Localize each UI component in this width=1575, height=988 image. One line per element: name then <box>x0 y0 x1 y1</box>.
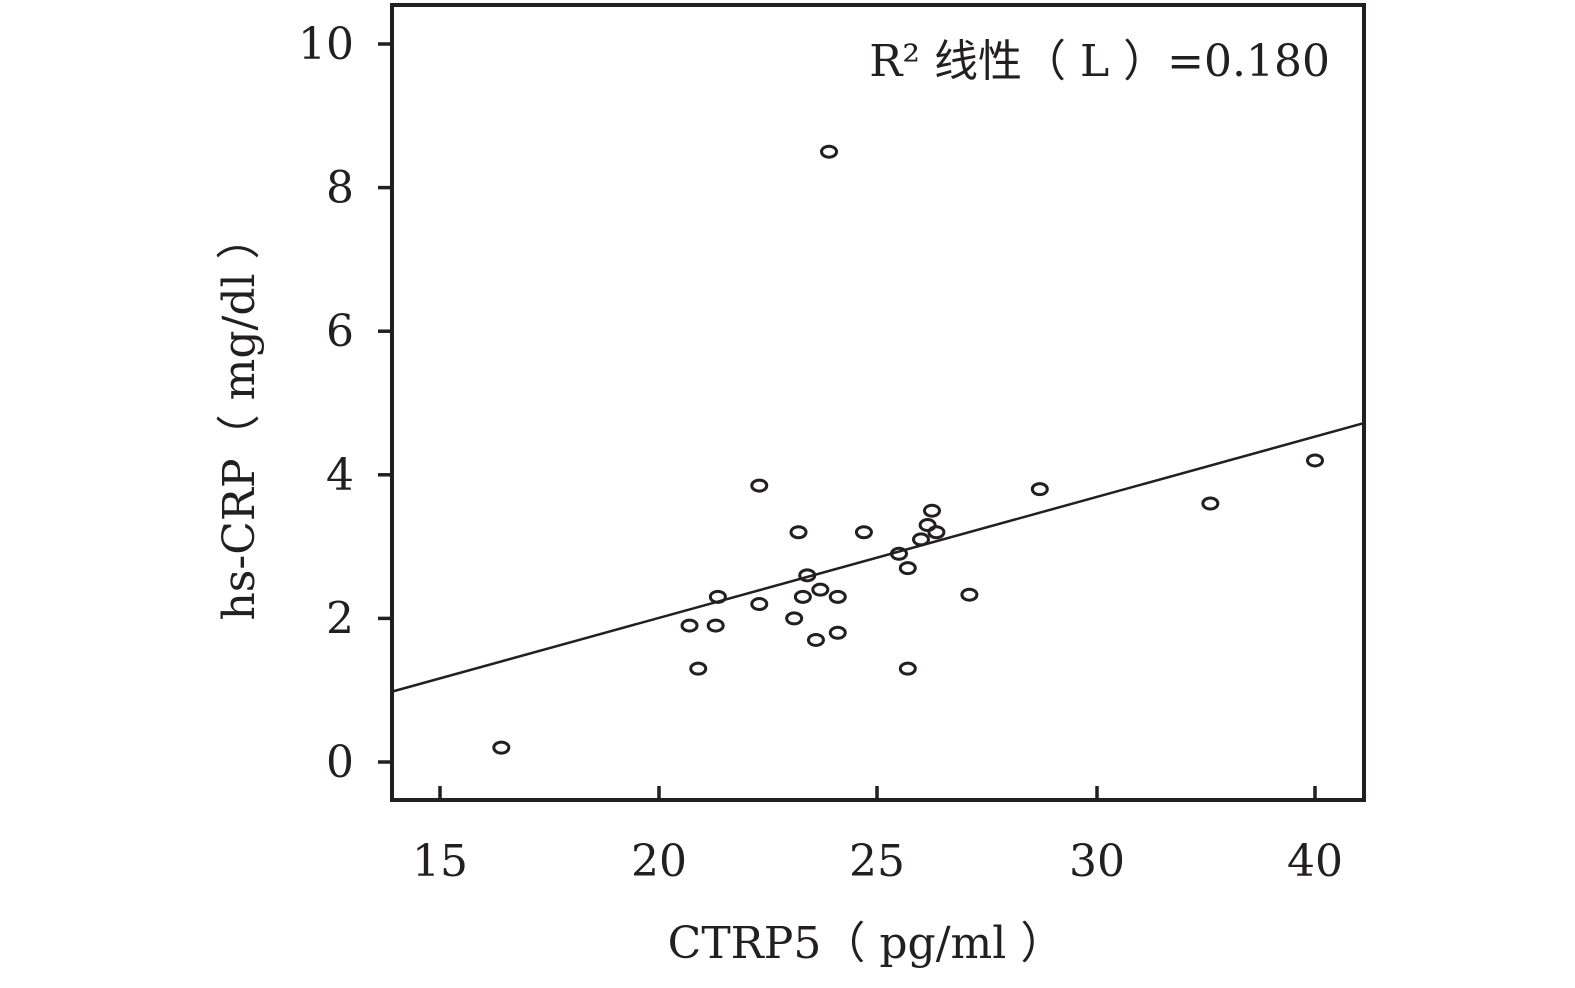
data-point <box>1201 496 1220 511</box>
y-tick-label: 10 <box>298 19 354 70</box>
x-tick-label: 40 <box>1287 836 1343 887</box>
data-point <box>912 532 930 547</box>
data-point <box>798 568 817 583</box>
data-point <box>706 618 725 633</box>
data-point <box>960 587 979 602</box>
y-axis: 0 2 4 6 8 10 <box>298 19 392 788</box>
data-point <box>898 561 917 576</box>
data-points <box>492 144 1324 755</box>
data-point <box>918 518 937 533</box>
data-point <box>492 740 511 755</box>
y-tick-label: 2 <box>326 593 354 644</box>
fit-line <box>391 421 1365 693</box>
data-point <box>811 582 830 597</box>
x-tick-label: 20 <box>631 836 687 887</box>
data-point <box>708 589 727 604</box>
data-point <box>680 618 699 633</box>
data-point <box>898 661 917 676</box>
y-tick-label: 4 <box>326 450 354 501</box>
y-axis-title: hs-CRP（ mg/dl ） <box>214 215 265 620</box>
data-point <box>1306 453 1324 468</box>
data-point <box>750 597 769 612</box>
x-tick-label: 25 <box>849 836 905 887</box>
data-point <box>793 589 812 604</box>
data-point <box>923 503 941 518</box>
x-axis-title: CTRP5（ pg/ml ） <box>668 918 1065 969</box>
data-point <box>785 611 804 626</box>
data-point <box>927 525 946 540</box>
y-tick-label: 8 <box>326 163 354 214</box>
data-point <box>689 661 708 676</box>
x-tick-label: 15 <box>412 836 468 887</box>
y-tick-label: 0 <box>326 737 354 788</box>
x-axis: 15 20 25 30 40 <box>412 786 1343 887</box>
x-tick-label: 30 <box>1069 836 1125 887</box>
annotation-r-squared: R² 线性（ L ）=0.180 <box>869 36 1330 87</box>
data-point <box>820 144 839 159</box>
data-point <box>1030 482 1049 497</box>
data-point <box>750 478 769 493</box>
y-tick-label: 6 <box>326 306 354 357</box>
data-point <box>890 546 908 561</box>
data-point <box>828 589 847 604</box>
plot-frame <box>390 3 1366 802</box>
data-point <box>854 525 873 540</box>
data-point <box>789 525 808 540</box>
data-point <box>806 632 825 647</box>
data-point <box>828 625 847 640</box>
